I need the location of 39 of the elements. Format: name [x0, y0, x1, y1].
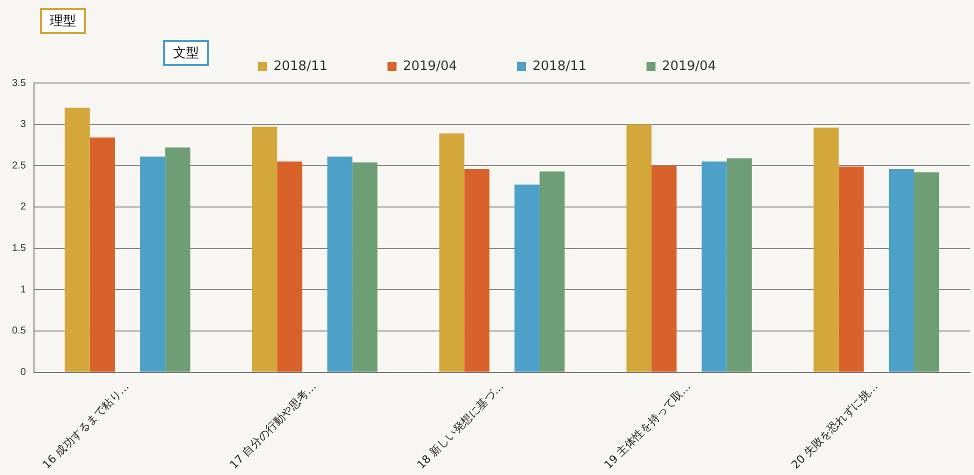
x-tick-label: 19 主体性を持って取…	[602, 380, 694, 472]
bar	[652, 166, 677, 372]
bar	[464, 168, 490, 372]
legend-label: 2018/11	[273, 58, 328, 74]
x-tick-label: 16 成功するまで粘り…	[40, 380, 132, 472]
bar	[140, 156, 166, 372]
bar	[90, 138, 115, 372]
y-tick-label: 0	[20, 367, 26, 378]
text: 理型	[40, 8, 86, 34]
x-tick-label: 20 失敗を恐れずに挑…	[788, 380, 881, 472]
y-tick-label: 2	[20, 202, 26, 213]
bar	[814, 128, 839, 372]
legend-label: 2019/04	[662, 58, 716, 74]
y-tick-label: 1.5	[12, 243, 26, 254]
bar	[277, 162, 302, 372]
bar	[838, 166, 864, 372]
legend-label: 2018/11	[532, 58, 587, 74]
bar	[540, 171, 565, 372]
bar	[352, 162, 378, 372]
y-tick-label: 3.5	[12, 78, 26, 89]
bar	[252, 126, 278, 372]
y-tick-label: 0.5	[12, 326, 26, 337]
bar	[914, 172, 940, 372]
bar	[165, 147, 190, 372]
bar	[702, 162, 727, 372]
x-tick-label: 17 自分の行動や思考…	[227, 380, 319, 472]
bar	[626, 124, 652, 372]
bar	[439, 133, 464, 372]
bar	[64, 108, 90, 372]
bar	[514, 184, 540, 372]
legend-label: 2019/04	[402, 58, 458, 74]
y-tick-label: 1	[20, 284, 26, 296]
x-tick-label: 18 新しい発想に基づ…	[414, 380, 506, 472]
bar	[327, 156, 352, 372]
bar	[726, 158, 752, 372]
y-tick-label: 3	[20, 119, 26, 130]
y-tick-label: 2.5	[12, 160, 26, 172]
text: 文型	[163, 40, 209, 66]
bar	[888, 168, 914, 372]
